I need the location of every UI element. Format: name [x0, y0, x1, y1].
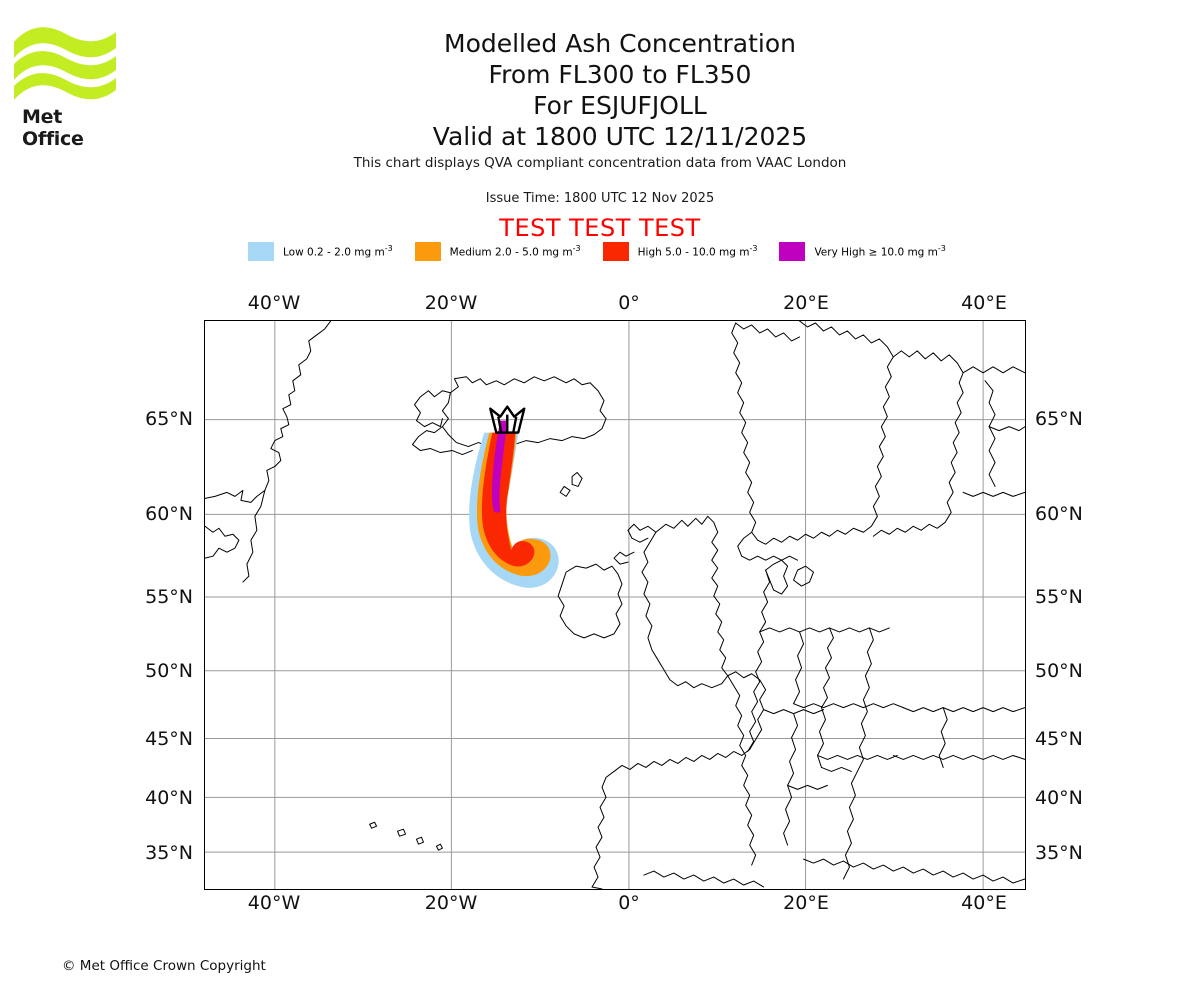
legend-item-very-high: Very High ≥ 10.0 mg m-3	[779, 241, 946, 261]
met-office-waves-icon	[14, 27, 116, 100]
legend-swatch-very-high	[779, 241, 806, 261]
legend-item-high: High 5.0 - 10.0 mg m-3	[602, 241, 758, 261]
lon-label-top-0: 40°W	[247, 292, 301, 314]
lat-label-right-5: 40°N	[1035, 787, 1083, 809]
volcano-crown-marker	[489, 405, 526, 434]
lat-label-right-1: 60°N	[1035, 503, 1083, 525]
lat-label-right-4: 45°N	[1035, 728, 1083, 750]
map-plot-area[interactable]	[204, 320, 1026, 890]
lat-label-right-3: 50°N	[1035, 660, 1083, 682]
map-canvas	[205, 321, 1025, 889]
legend-item-low: Low 0.2 - 2.0 mg m-3	[248, 241, 393, 261]
legend-swatch-low	[248, 241, 274, 261]
legend-label-medium: Medium 2.0 - 5.0 mg m-3	[449, 243, 581, 259]
lat-label-left-6: 35°N	[145, 842, 193, 864]
lon-label-top-2: 0°	[618, 292, 640, 314]
test-banner: TEST TEST TEST	[499, 214, 701, 242]
legend-label-low: Low 0.2 - 2.0 mg m-3	[283, 243, 393, 259]
met-office-logo: Met Office	[12, 18, 120, 150]
legend-label-very-high: Very High ≥ 10.0 mg m-3	[814, 243, 946, 259]
legend-item-medium: Medium 2.0 - 5.0 mg m-3	[414, 241, 581, 261]
lat-label-right-0: 65°N	[1035, 408, 1083, 430]
lon-label-bottom-3: 20°E	[783, 892, 829, 914]
lat-label-right-2: 55°N	[1035, 586, 1083, 608]
lat-label-left-5: 40°N	[145, 787, 193, 809]
lat-label-left-4: 45°N	[145, 728, 193, 750]
map-gridlines	[205, 321, 1025, 889]
lon-label-top-3: 20°E	[783, 292, 829, 314]
legend-swatch-high	[602, 241, 629, 261]
page-title: Modelled Ash Concentration From FL300 to…	[120, 28, 1120, 152]
lat-label-left-2: 55°N	[145, 586, 193, 608]
title-line-4: Valid at 1800 UTC 12/11/2025	[432, 122, 808, 151]
lat-label-right-6: 35°N	[1035, 842, 1083, 864]
plume-very-high-contour	[491, 420, 508, 513]
title-line-3: For ESJUFJOLL	[533, 91, 707, 120]
met-office-logo-text: Met Office	[22, 106, 84, 150]
lat-label-left-1: 60°N	[145, 503, 193, 525]
lon-label-bottom-4: 40°E	[961, 892, 1007, 914]
lon-label-top-1: 20°W	[424, 292, 478, 314]
legend-swatch-medium	[414, 241, 441, 261]
legend-label-high: High 5.0 - 10.0 mg m-3	[637, 243, 758, 259]
concentration-legend: Low 0.2 - 2.0 mg m-3 Medium 2.0 - 5.0 mg …	[248, 241, 988, 261]
lon-label-bottom-2: 0°	[618, 892, 640, 914]
issue-time: Issue Time: 1800 UTC 12 Nov 2025	[485, 191, 715, 206]
map-coastlines	[205, 321, 1025, 889]
title-line-2: From FL300 to FL350	[488, 60, 752, 89]
qva-note: This chart displays QVA compliant concen…	[353, 155, 847, 171]
lon-label-top-4: 40°E	[961, 292, 1007, 314]
lat-label-left-3: 50°N	[145, 660, 193, 682]
lon-label-bottom-0: 40°W	[247, 892, 301, 914]
title-line-1: Modelled Ash Concentration	[444, 29, 796, 58]
ash-plume-overlay	[469, 420, 559, 588]
lat-label-left-0: 65°N	[145, 408, 193, 430]
copyright-notice: © Met Office Crown Copyright	[62, 958, 266, 974]
lon-label-bottom-1: 20°W	[424, 892, 478, 914]
